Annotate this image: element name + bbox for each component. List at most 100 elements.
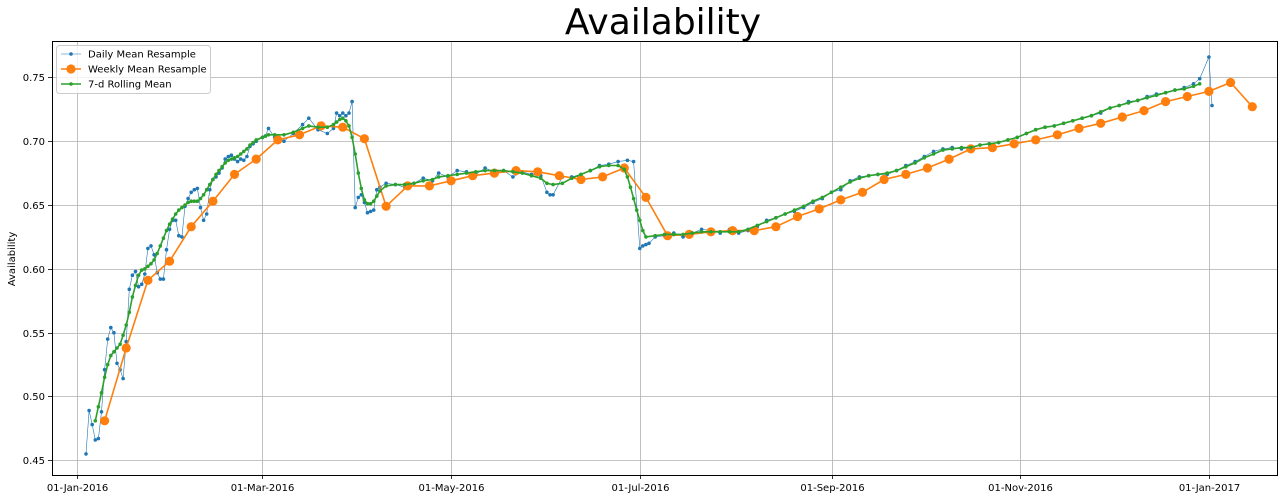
data-point: [248, 143, 252, 147]
data-point: [771, 222, 781, 232]
data-point: [1136, 98, 1140, 103]
data-point: [223, 161, 227, 165]
data-point: [136, 273, 141, 278]
data-point: [814, 204, 824, 214]
data-point: [198, 205, 203, 210]
chart-title: Availability: [565, 2, 761, 43]
data-point: [118, 342, 122, 347]
y-tick-label: 0.60: [23, 265, 45, 276]
data-point: [622, 167, 627, 172]
data-point: [192, 199, 197, 203]
data-point: [1080, 116, 1084, 120]
data-point: [950, 147, 954, 151]
data-point: [161, 277, 166, 281]
data-point: [1247, 102, 1257, 112]
data-point: [350, 99, 354, 104]
data-point: [996, 140, 1001, 145]
legend-marker: [69, 82, 73, 86]
data-point: [446, 176, 456, 186]
data-point: [641, 228, 645, 233]
data-point: [229, 153, 234, 157]
data-point: [211, 177, 215, 182]
data-point: [115, 361, 119, 366]
data-point: [501, 168, 506, 173]
data-point: [235, 154, 240, 159]
data-point: [291, 130, 296, 135]
data-point: [238, 157, 243, 161]
data-point: [121, 343, 131, 353]
data-point: [746, 227, 750, 232]
data-point: [201, 218, 206, 223]
data-point: [1071, 119, 1075, 123]
legend-marker: [69, 52, 73, 56]
data-point: [1052, 130, 1062, 140]
data-point: [959, 145, 964, 150]
y-axis: 0.45 0.50 0.55 0.60 0.65 0.70 0.75: [23, 73, 52, 467]
data-point: [879, 174, 889, 185]
data-point: [647, 241, 651, 246]
data-point: [201, 193, 206, 197]
data-point: [164, 228, 169, 233]
data-point: [492, 168, 497, 173]
data-point: [334, 111, 339, 115]
data-point: [371, 208, 376, 212]
data-point: [634, 208, 639, 212]
series-line: [85, 56, 1213, 454]
data-point: [307, 124, 311, 128]
legend-item: Weekly Mean Resample: [61, 64, 207, 76]
data-point: [1061, 121, 1066, 126]
data-point: [625, 158, 630, 163]
data-point: [375, 194, 379, 198]
data-point: [597, 164, 602, 169]
data-point: [576, 174, 586, 185]
data-point: [204, 212, 209, 216]
data-point: [272, 133, 277, 137]
data-point: [1033, 127, 1038, 132]
data-point: [511, 170, 515, 174]
data-point: [922, 163, 933, 173]
data-point: [139, 268, 144, 272]
data-point: [801, 204, 806, 209]
data-point: [551, 182, 555, 187]
data-point: [539, 176, 543, 180]
data-point: [857, 176, 862, 180]
data-point: [866, 173, 871, 178]
data-point: [105, 337, 110, 341]
data-point: [1006, 138, 1010, 142]
data-point: [300, 126, 305, 131]
data-point: [839, 185, 843, 189]
y-tick-label: 0.55: [23, 329, 45, 340]
data-point: [811, 199, 815, 203]
data-point: [755, 223, 760, 228]
data-point: [1089, 113, 1094, 118]
data-point: [136, 284, 141, 289]
data-point: [99, 390, 104, 395]
data-point: [220, 164, 224, 169]
data-point: [699, 227, 704, 232]
data-point: [260, 135, 265, 140]
data-point: [554, 171, 564, 181]
data-point: [1015, 135, 1019, 140]
data-point: [208, 196, 218, 206]
data-point: [337, 113, 342, 118]
data-point: [146, 246, 150, 251]
data-point: [483, 168, 487, 173]
data-point: [1098, 110, 1103, 114]
data-point: [641, 192, 651, 202]
data-point: [167, 222, 172, 226]
data-point: [672, 232, 676, 237]
plot-series: [84, 55, 1257, 456]
data-point: [368, 201, 373, 206]
data-point: [149, 244, 153, 248]
data-point: [353, 152, 358, 156]
data-point: [718, 230, 722, 234]
data-point: [359, 134, 369, 144]
data-point: [149, 261, 153, 266]
data-point: [273, 135, 283, 145]
data-point: [446, 173, 450, 178]
data-point: [529, 173, 534, 178]
data-point: [195, 186, 200, 191]
data-point: [1043, 125, 1047, 129]
data-point: [350, 135, 354, 140]
